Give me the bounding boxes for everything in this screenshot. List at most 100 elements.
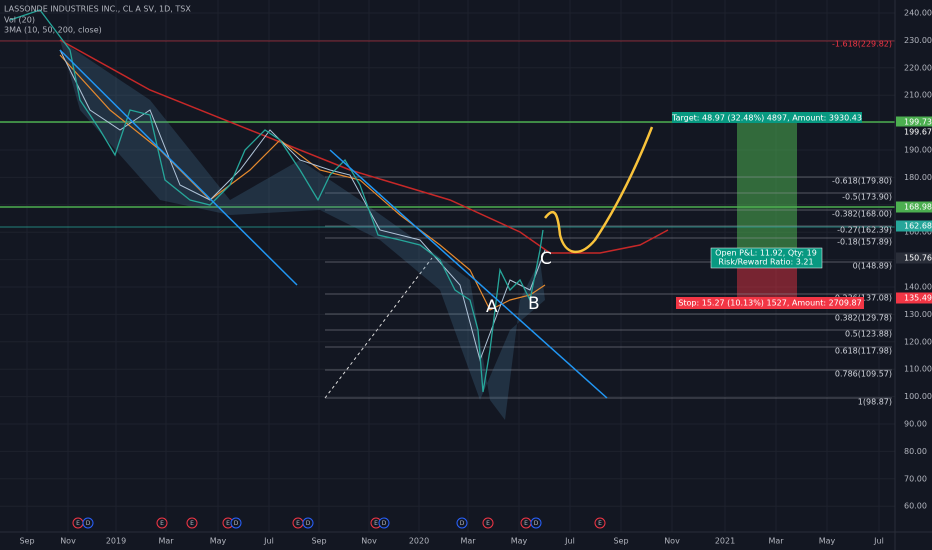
price-tick: 70.00 [904, 474, 927, 483]
event-icon [594, 517, 606, 529]
ma-200 [59, 39, 669, 254]
wave-label: C [540, 249, 552, 269]
price-tick: 130.00 [904, 310, 932, 319]
price-tick: 110.00 [904, 365, 932, 374]
event-icon [186, 517, 198, 529]
event-label: D [86, 520, 91, 527]
event-icon [530, 517, 542, 529]
event-label: D [460, 520, 465, 527]
time-tick: Sep [311, 537, 326, 546]
grid [0, 0, 895, 532]
event-icon [82, 517, 94, 529]
price-badge [896, 252, 932, 264]
fib-label: 0.382(129.78) [835, 314, 892, 323]
time-tick: Mar [460, 537, 476, 546]
fib-label: 0(148.89) [853, 262, 892, 271]
fib-label: 0.618(117.98) [835, 347, 892, 356]
price-tick: 180.00 [904, 173, 932, 182]
event-label: E [524, 520, 528, 527]
price-tick: 220.00 [904, 63, 932, 72]
axes: 240.00230.00220.00210.00200.00190.00180.… [19, 9, 932, 546]
event-label: E [598, 520, 602, 527]
event-label: D [306, 520, 311, 527]
price-tick: 120.00 [904, 337, 932, 346]
time-tick: Nov [361, 537, 377, 546]
event-label: E [486, 520, 490, 527]
price-series [9, 9, 544, 393]
symbol-title: LASSONDE INDUSTRIES INC., CL A SV, 1D, T… [4, 5, 191, 14]
price-badge [896, 126, 932, 138]
time-tick: Jul [263, 537, 274, 546]
event-label: E [76, 520, 80, 527]
event-label: D [234, 520, 239, 527]
fib-label: -0.382(168.00) [832, 210, 892, 219]
wave-label: B [528, 294, 540, 314]
event-label: E [190, 520, 194, 527]
ma-10 [59, 49, 546, 362]
time-tick: 2020 [409, 537, 429, 546]
time-tick: Jul [873, 537, 884, 546]
time-tick: May [511, 537, 528, 546]
event-icon [378, 517, 390, 529]
time-tick: Nov [60, 537, 76, 546]
event-label: D [534, 520, 539, 527]
pnl-label: Open P&L: 11.92, Qty: 19 [715, 249, 817, 258]
event-label: E [226, 520, 230, 527]
time-tick: Sep [613, 537, 628, 546]
time-tick: Nov [664, 537, 680, 546]
event-icon [302, 517, 314, 529]
event-icon [156, 517, 168, 529]
time-tick: 2019 [106, 537, 126, 546]
indicator-label: 3MA (10, 50, 200, close) [4, 26, 102, 35]
price-tick: 210.00 [904, 91, 932, 100]
fib-label: 0.786(109.57) [835, 370, 892, 379]
time-tick: Sep [19, 537, 34, 546]
price-badge-label: 199.67 [904, 128, 932, 137]
fib-label: -0.5(173.90) [842, 193, 892, 202]
price-badge-label: 168.98 [904, 203, 932, 212]
price-badge-label: 135.49 [904, 294, 932, 303]
fib-label: -0.27(162.39) [837, 226, 892, 235]
fib-label: -0.618(179.80) [832, 177, 892, 186]
event-label: E [296, 520, 300, 527]
wave-label: A [486, 297, 498, 317]
event-label: D [382, 520, 387, 527]
pnl-box [710, 247, 823, 269]
trendline [59, 49, 298, 286]
price-tick: 230.00 [904, 36, 932, 45]
price-tick: 80.00 [904, 447, 927, 456]
price-tick: 140.00 [904, 283, 932, 292]
fib-label: -1.618(229.82) [832, 40, 892, 49]
ma-cloud [60, 40, 545, 420]
time-tick: Jul [564, 537, 575, 546]
fib-label: 1(98.87) [858, 398, 892, 407]
price-badge [896, 220, 932, 232]
price-tick: 100.00 [904, 392, 932, 401]
price-badge-label: 150.76 [904, 254, 932, 263]
price-badge [896, 116, 932, 128]
fib-label: 0.5(123.88) [845, 330, 892, 339]
time-tick: May [819, 537, 836, 546]
event-icon [482, 517, 494, 529]
price-badge [896, 292, 932, 304]
target-label: Target: 48.97 (32.48%) 4897, Amount: 393… [671, 114, 862, 123]
price-badge-label: 162.68 [904, 222, 932, 231]
time-tick: 2021 [715, 537, 735, 546]
price-badge [896, 201, 932, 213]
fib-label: -0.18(157.89) [837, 238, 892, 247]
price-tick: 160.00 [904, 228, 932, 237]
indicator-label: Vol (20) [4, 16, 35, 25]
profit-zone [737, 123, 797, 250]
event-label: E [160, 520, 164, 527]
event-label: E [374, 520, 378, 527]
price-tick: 90.00 [904, 420, 927, 429]
price-tick: 60.00 [904, 502, 927, 511]
stop-box [676, 297, 864, 309]
trendline [329, 149, 608, 399]
time-tick: Mar [158, 537, 174, 546]
event-icon [456, 517, 468, 529]
time-tick: May [210, 537, 227, 546]
price-tick: 240.00 [904, 9, 932, 18]
price-badge-label: 199.73 [904, 118, 932, 127]
